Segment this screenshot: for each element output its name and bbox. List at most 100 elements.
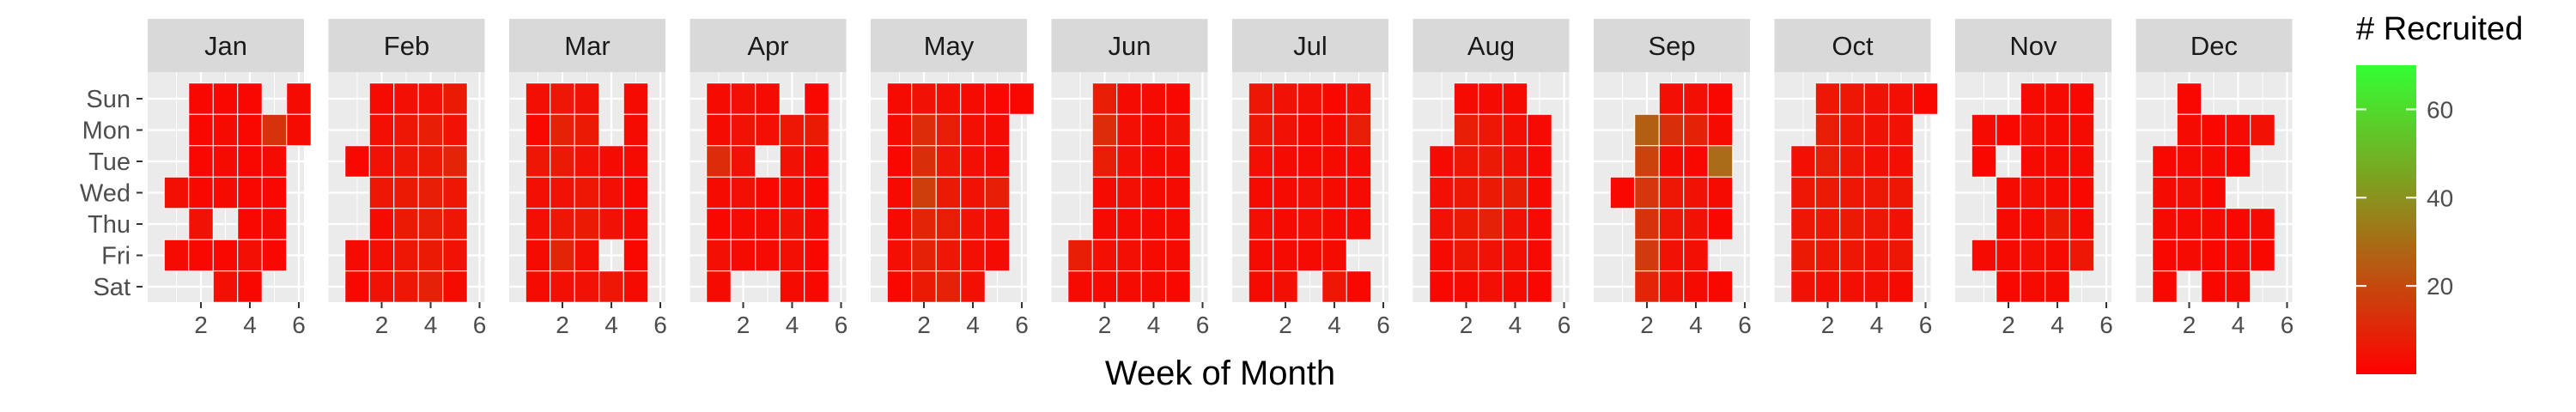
heatmap-tile bbox=[237, 82, 263, 115]
heatmap-tile bbox=[911, 270, 937, 303]
heatmap-tile bbox=[1297, 145, 1323, 178]
x-axis-title: Week of Month bbox=[1105, 354, 1335, 392]
heatmap-tile bbox=[2152, 176, 2178, 209]
heatmap-tile bbox=[1091, 145, 1118, 178]
heatmap-tile bbox=[886, 145, 913, 178]
heatmap-tile bbox=[1502, 208, 1528, 240]
facet-strip bbox=[1955, 19, 2111, 72]
heatmap-tile bbox=[886, 239, 913, 272]
heatmap-tile bbox=[574, 239, 600, 272]
x-tick-label: 4 bbox=[243, 312, 257, 338]
heatmap-tile bbox=[706, 113, 732, 147]
heatmap-tile bbox=[261, 208, 288, 240]
heatmap-tile bbox=[1634, 239, 1660, 272]
heatmap-tile bbox=[1996, 270, 2021, 303]
heatmap-tile bbox=[1478, 270, 1504, 303]
heatmap-tile bbox=[212, 82, 239, 115]
heatmap-tile bbox=[2250, 239, 2275, 272]
y-tick-label: Mon bbox=[82, 118, 131, 145]
heatmap-tile bbox=[1165, 239, 1191, 272]
heatmap-tile bbox=[393, 113, 419, 147]
heatmap-tile bbox=[1888, 239, 1914, 272]
heatmap-tile bbox=[188, 113, 214, 147]
y-tick-label: Sat bbox=[93, 274, 131, 301]
x-tick-label: 2 bbox=[917, 312, 931, 338]
heatmap-tile bbox=[344, 239, 370, 272]
heatmap-tile bbox=[1429, 239, 1455, 272]
x-tick-label: 2 bbox=[1098, 312, 1112, 338]
heatmap-tile bbox=[1888, 113, 1914, 147]
heatmap-tile bbox=[1091, 113, 1118, 147]
heatmap-tile bbox=[417, 145, 444, 178]
heatmap-tile bbox=[2069, 239, 2095, 272]
heatmap-tile bbox=[1863, 145, 1890, 178]
heatmap-tile bbox=[442, 145, 468, 178]
heatmap-tile bbox=[2044, 113, 2070, 147]
heatmap-tile bbox=[804, 270, 829, 303]
heatmap-tile bbox=[1091, 82, 1118, 115]
heatmap-tile bbox=[886, 82, 913, 115]
heatmap-tile bbox=[212, 145, 239, 178]
heatmap-tile bbox=[1321, 176, 1347, 209]
heatmap-tile bbox=[984, 176, 1011, 209]
heatmap-tile bbox=[1248, 270, 1274, 303]
heatmap-tile bbox=[237, 176, 263, 209]
heatmap-tile bbox=[2250, 208, 2275, 240]
heatmap-tile bbox=[1321, 82, 1347, 115]
heatmap-tile bbox=[1888, 176, 1914, 209]
heatmap-tile bbox=[2044, 145, 2070, 178]
heatmap-tile bbox=[1863, 113, 1890, 147]
x-tick-label: 6 bbox=[292, 312, 306, 338]
heatmap-tile bbox=[1453, 176, 1479, 209]
heatmap-tile bbox=[261, 176, 288, 209]
heatmap-tile bbox=[1839, 239, 1865, 272]
heatmap-tile bbox=[550, 239, 575, 272]
heatmap-tile bbox=[960, 208, 986, 240]
heatmap-tile bbox=[911, 239, 937, 272]
heatmap-tile bbox=[1453, 270, 1479, 303]
x-tick-label: 4 bbox=[2050, 312, 2064, 338]
month-panel-feb: Feb 2 4 6 bbox=[328, 19, 486, 338]
heatmap-tile bbox=[984, 208, 1011, 240]
heatmap-tile bbox=[935, 113, 962, 147]
x-tick-label: 6 bbox=[835, 312, 848, 338]
heatmap-tile bbox=[960, 113, 986, 147]
heatmap-tile bbox=[574, 82, 600, 115]
heatmap-tile bbox=[779, 270, 805, 303]
facet-strip-label: Oct bbox=[1832, 31, 1874, 61]
heatmap-tile bbox=[212, 270, 239, 303]
heatmap-tile bbox=[163, 176, 190, 209]
month-panel-nov: Nov 2 4 6 bbox=[1955, 19, 2113, 338]
heatmap-tile bbox=[188, 145, 214, 178]
x-tick-label: 2 bbox=[1279, 312, 1292, 338]
heatmap-tile bbox=[1996, 208, 2021, 240]
heatmap-tile bbox=[623, 239, 649, 272]
heatmap-tile bbox=[1683, 270, 1709, 303]
heatmap-tile bbox=[1888, 208, 1914, 240]
month-panel-mar: Mar 2 4 6 bbox=[509, 19, 667, 338]
heatmap-tile bbox=[1165, 82, 1191, 115]
x-tick-label: 2 bbox=[2183, 312, 2196, 338]
heatmap-tile bbox=[574, 145, 600, 178]
heatmap-tile bbox=[525, 208, 551, 240]
heatmap-tile bbox=[1297, 208, 1323, 240]
heatmap-tile bbox=[417, 82, 444, 115]
heatmap-tile bbox=[1248, 113, 1274, 147]
heatmap-tile bbox=[623, 208, 649, 240]
heatmap-tile bbox=[212, 113, 239, 147]
heatmap-tile bbox=[2225, 145, 2251, 178]
heatmap-tile bbox=[1634, 145, 1660, 178]
heatmap-tile bbox=[1248, 145, 1274, 178]
heatmap-tile bbox=[1116, 145, 1142, 178]
heatmap-tile bbox=[1888, 82, 1914, 115]
heatmap-tile bbox=[911, 176, 937, 209]
y-tick-label: Sun bbox=[86, 86, 131, 113]
x-tick-label: 6 bbox=[653, 312, 667, 338]
heatmap-tile bbox=[2069, 176, 2095, 209]
facet-strip-label: Jun bbox=[1109, 31, 1151, 61]
heatmap-tile bbox=[442, 113, 468, 147]
heatmap-tile bbox=[550, 113, 575, 147]
y-tick-label: Thu bbox=[88, 211, 131, 239]
heatmap-tile bbox=[755, 239, 781, 272]
